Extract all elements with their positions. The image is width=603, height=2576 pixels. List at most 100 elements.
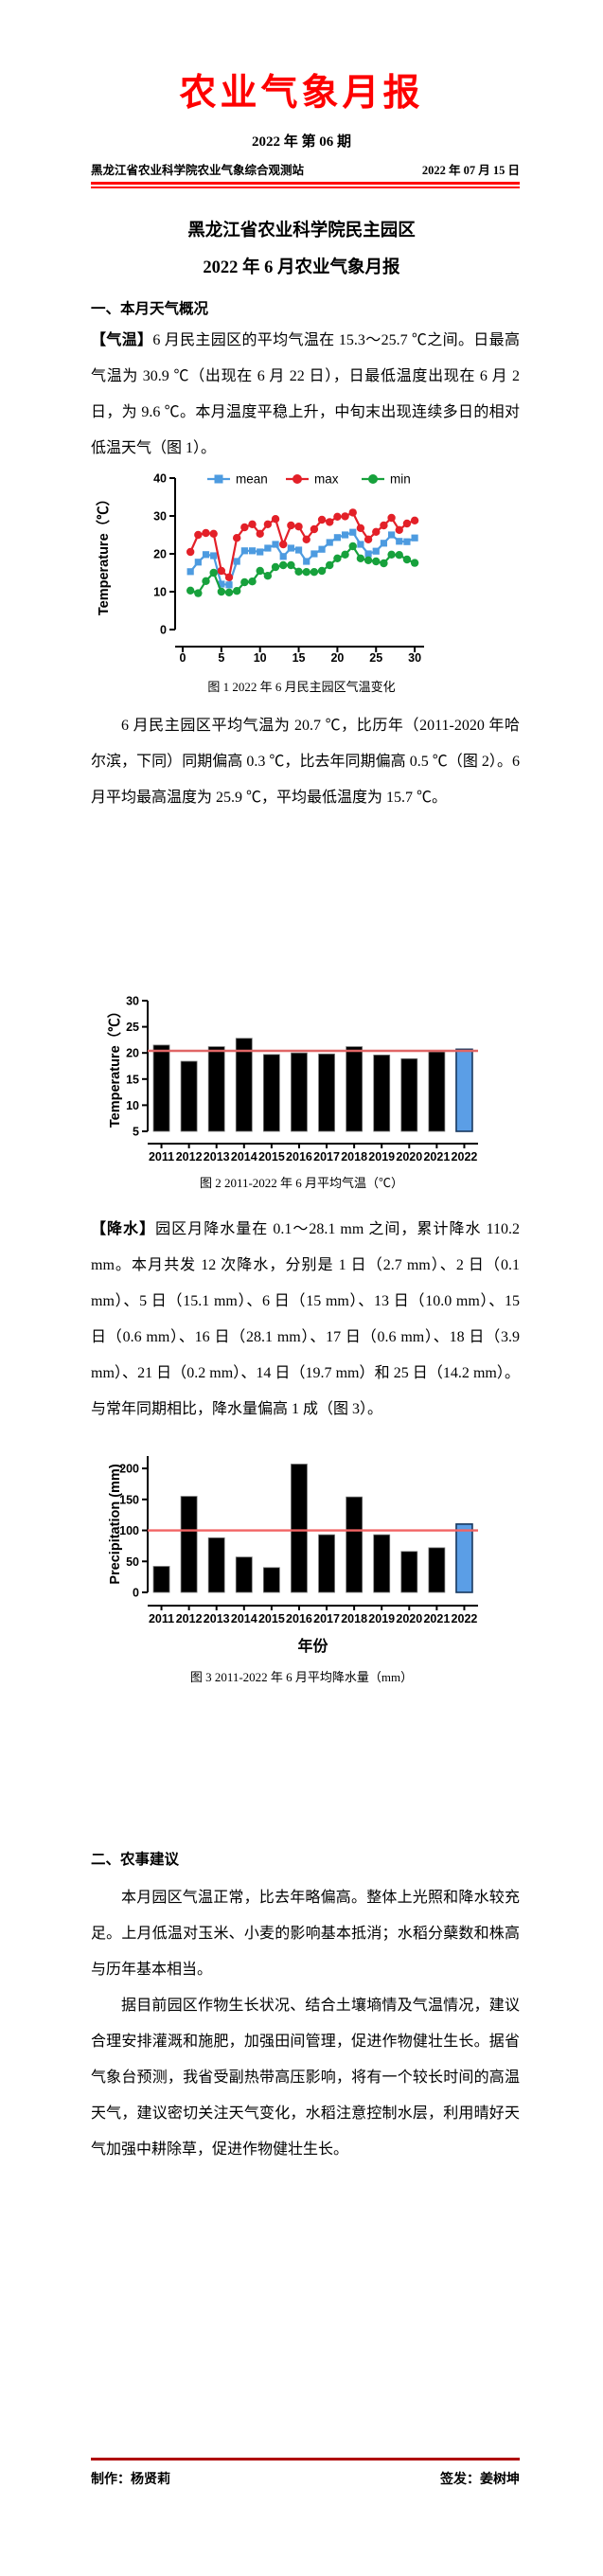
precipitation-label: 【降水】 [91,1221,156,1237]
report-title-line2: 2022 年 6 月农业气象月报 [203,258,400,277]
marker-min [240,577,249,587]
x-tick-label: 2021 [423,1150,450,1164]
marker-min [310,568,319,577]
signed-by: 签发：姜树坤 [440,2473,520,2487]
marker-min [387,550,396,559]
x-tick-label: 2017 [313,1612,340,1626]
y-tick-label: 200 [119,1463,139,1476]
footer: 制作：杨贤莉 签发：姜树坤 [91,2458,520,2488]
marker-mean [248,547,257,555]
bar-2022 [455,1048,473,1132]
marker-max [287,521,295,530]
marker-max [186,547,195,557]
marker-min [287,560,295,570]
marker-mean [318,545,326,553]
paragraph-temperature-compare: 6 月民主园区平均气温为 20.7 ℃，比历年（2011-2020 年哈尔滨，下… [91,718,520,806]
marker-max [410,516,419,524]
figure2-caption: 图 2 2011-2022 年 6 月平均气温（℃） [199,1176,404,1190]
x-tick-label: 2019 [368,1612,395,1626]
y-tick-label: 0 [160,624,167,637]
bar-2017 [318,1053,335,1132]
x-tick-label: 2022 [452,1150,478,1164]
x-tick-label: 2017 [313,1150,340,1164]
marker-max [387,513,396,523]
x-tick-label: 2020 [396,1150,422,1164]
x-axis-title: 年份 [297,1637,328,1655]
figure1: 0 10 20 30 40 Temperature（℃） 0 5 10 15 20 25 30 mean m… [0,467,603,695]
marker-min [186,586,195,595]
bar-2021 [428,1051,446,1132]
x-tick-label: 2014 [231,1612,257,1626]
legend-label: max [314,472,339,487]
section1-heading: 一、本月天气概况 [91,301,209,317]
marker-min [224,588,234,596]
y-tick-label: 0 [133,1587,139,1600]
issue-line: 2022 年 第 06 期 [251,134,351,150]
y-tick-label: 30 [153,510,167,524]
bar-2020 [400,1057,418,1132]
x-tick-label: 2011 [149,1150,174,1164]
marker-mean [403,538,411,545]
marker-min [217,587,226,596]
bar-2017 [318,1534,335,1593]
marker-mean [294,546,303,554]
marker-max [302,535,310,543]
marker-max [356,524,365,532]
marker-min [326,560,334,570]
x-tick-label: 30 [408,651,421,665]
marker-mean [349,528,357,536]
legend-marker [214,474,223,484]
y-tick-label: 150 [119,1493,139,1506]
marker-min [372,557,381,566]
marker-mean [186,568,194,576]
bar-2019 [373,1055,391,1132]
x-tick-label: 2021 [423,1612,450,1626]
y-tick-label: 10 [153,586,167,599]
y-tick-label: 25 [126,1021,139,1034]
marker-max [294,523,303,531]
paragraph-precipitation: 【降水】园区月降水量在 0.1～28.1 mm 之间，累计降水 110.2 mm… [91,1212,520,1428]
marker-max [232,534,241,542]
marker-min [248,577,257,586]
marker-mean [257,548,264,556]
bar-2014 [235,1038,253,1132]
x-tick-label: 15 [293,651,306,665]
x-tick-label: 2012 [176,1150,203,1164]
marker-min [279,560,288,570]
marker-mean [240,547,248,555]
y-axis-title: Temperature（℃） [95,492,112,615]
marker-min [317,566,327,576]
marker-max [380,521,388,530]
marker-max [326,518,334,526]
station-name: 黑龙江省农业科学院农业气象综合观测站 [91,164,305,177]
figure3: 0 50 100 150 200 Precipitation (mm) 2011 2012 20… [0,1443,603,1685]
marker-max [256,529,264,538]
x-tick-label: 2013 [204,1150,230,1164]
bar-2018 [346,1046,364,1132]
x-tick-label: 2014 [231,1150,257,1164]
x-tick-label: 2022 [452,1612,478,1626]
bar-2016 [291,1052,308,1132]
x-tick-label: 2016 [286,1150,312,1164]
marker-max [194,530,203,540]
x-tick-label: 0 [180,651,186,665]
header-row: 黑龙江省农业科学院农业气象综合观测站 2022 年 07 月 15 日 [91,160,520,178]
marker-min [294,567,303,576]
marker-min [380,559,388,568]
y-axis-title: Precipitation (mm) [108,1464,123,1584]
legend-label: min [390,472,411,487]
marker-min [333,554,342,562]
y-tick-label: 20 [153,548,167,561]
bar-2018 [346,1496,364,1593]
bar-2016 [291,1464,308,1593]
marker-mean [194,559,202,566]
marker-mean [411,534,418,542]
marker-max [310,524,319,534]
x-tick-label: 2018 [341,1150,367,1164]
marker-max [271,515,280,524]
figure2: 5 10 15 20 25 30 Temperature（℃） 2011 2012 2013 201… [0,989,603,1191]
marker-mean [218,580,225,588]
bar-2011 [152,1044,170,1132]
marker-min [364,556,373,564]
marker-mean [303,558,310,565]
